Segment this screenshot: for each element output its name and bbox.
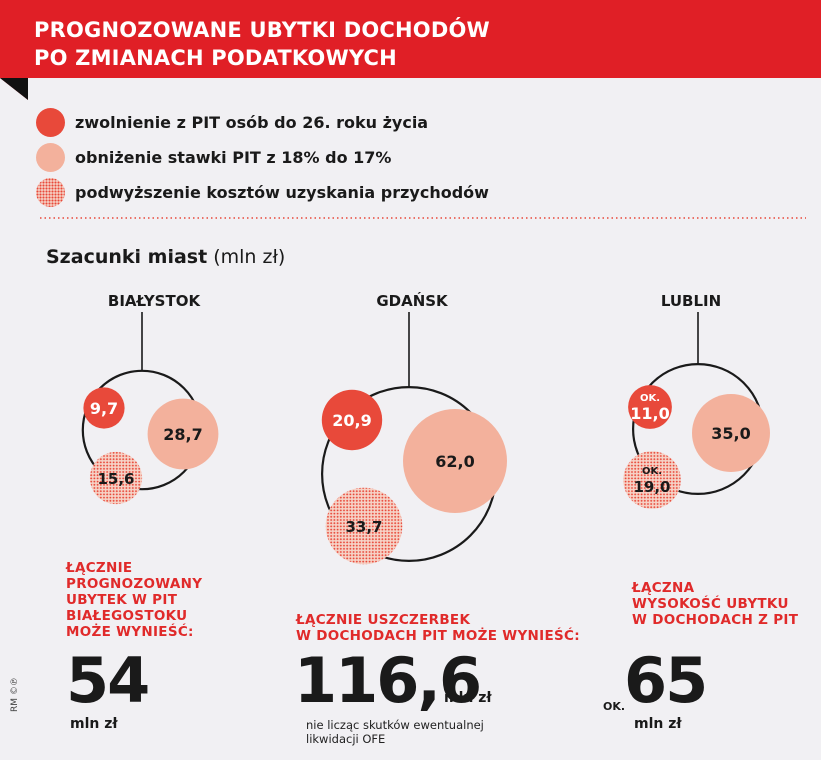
legend: zwolnienie z PIT osób do 26. roku życia … (36, 106, 489, 211)
section-title-unit: (mln zł) (213, 246, 285, 268)
legend-swatch-dotted (36, 178, 65, 207)
total-unit-gdansk: mln zł (444, 690, 492, 706)
city-name-bialystok: BIAŁYSTOK (108, 292, 200, 310)
total-caption-gdansk: ŁĄCZNIE USZCZERBEK W DOCHODACH PIT MOŻE … (296, 612, 580, 644)
city-name-lublin: LUBLIN (661, 292, 721, 310)
data-label-gdansk-series-2: 62,0 (435, 452, 474, 471)
legend-label: podwyższenie kosztów uzyskania przychodó… (75, 183, 489, 202)
total-unit-lublin: mln zł (634, 716, 682, 732)
page-title: PROGNOZOWANE UBYTKI DOCHODÓW PO ZMIANACH… (34, 16, 554, 72)
data-label-bialystok-series-1: 9,7 (90, 399, 118, 418)
caption-line: WYSOKOŚĆ UBYTKU (632, 596, 798, 612)
legend-swatch-light (36, 143, 65, 172)
data-label-prefix-lublin-series-1: OK. (640, 393, 660, 404)
caption-line: MOŻE WYNIEŚĆ: (66, 624, 202, 640)
title-line-1: PROGNOZOWANE UBYTKI DOCHODÓW (34, 16, 554, 44)
data-label-bialystok-series-2: 28,7 (163, 425, 202, 444)
total-value-lublin: 65 (624, 650, 706, 712)
header-banner-fold (0, 78, 28, 100)
caption-line: ŁĄCZNIE USZCZERBEK (296, 612, 580, 628)
note-line: likwidacji OFE (306, 732, 484, 746)
data-label-prefix-lublin-series-3: OK. (642, 466, 662, 477)
total-unit-bialystok: mln zł (70, 716, 118, 732)
total-caption-lublin: ŁĄCZNA WYSOKOŚĆ UBYTKU W DOCHODACH Z PIT (632, 580, 798, 628)
legend-item-cost-increase: podwyższenie kosztów uzyskania przychodó… (36, 176, 489, 208)
footnote-gdansk: nie licząc skutków ewentualnej likwidacj… (306, 718, 484, 746)
caption-line: ŁĄCZNIE (66, 560, 202, 576)
legend-item-rate-cut: obniżenie stawki PIT z 18% do 17% (36, 141, 489, 173)
legend-label: zwolnienie z PIT osób do 26. roku życia (75, 113, 428, 132)
note-line: nie licząc skutków ewentualnej (306, 718, 484, 732)
legend-label: obniżenie stawki PIT z 18% do 17% (75, 148, 391, 167)
caption-line: PROGNOZOWANY (66, 576, 202, 592)
data-label-lublin-series-1: 11,0 (630, 404, 669, 423)
caption-line: ŁĄCZNA (632, 580, 798, 596)
legend-item-pit-exemption: zwolnienie z PIT osób do 26. roku życia (36, 106, 489, 138)
data-label-lublin-series-3: 19,0 (633, 478, 670, 496)
credit-mark: RM ©℗ (10, 677, 20, 712)
section-title: Szacunki miast (mln zł) (46, 246, 285, 268)
caption-line: UBYTEK W PIT (66, 592, 202, 608)
city-name-gdansk: GDAŃSK (376, 292, 447, 310)
section-title-bold: Szacunki miast (46, 246, 207, 268)
caption-line: W DOCHODACH Z PIT (632, 612, 798, 628)
data-label-gdansk-series-3: 33,7 (345, 518, 382, 536)
title-line-2: PO ZMIANACH PODATKOWYCH (34, 44, 554, 72)
data-label-lublin-series-2: 35,0 (711, 424, 750, 443)
total-value-bialystok: 54 (66, 650, 148, 712)
legend-swatch-solid (36, 108, 65, 137)
total-prefix-lublin: OK. (603, 700, 625, 713)
caption-line: W DOCHODACH PIT MOŻE WYNIEŚĆ: (296, 628, 580, 644)
caption-line: BIAŁEGOSTOKU (66, 608, 202, 624)
data-label-bialystok-series-3: 15,6 (97, 470, 134, 488)
data-label-gdansk-series-1: 20,9 (332, 411, 371, 430)
total-caption-bialystok: ŁĄCZNIE PROGNOZOWANY UBYTEK W PIT BIAŁEG… (66, 560, 202, 640)
